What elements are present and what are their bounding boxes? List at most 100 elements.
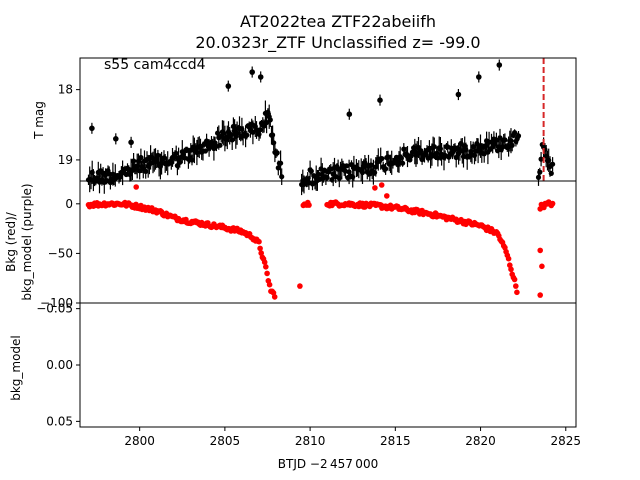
figure-title-line1: AT2022tea ZTF22abeiifh [240, 12, 436, 31]
data-point [217, 142, 223, 148]
data-point [538, 156, 544, 162]
outlier-point [128, 139, 134, 146]
data-point [537, 169, 543, 175]
xtick-label: 2810 [295, 434, 326, 448]
xtick-label: 2820 [465, 434, 496, 448]
data-point [202, 148, 208, 154]
data-point [350, 174, 356, 180]
data-point [264, 270, 270, 277]
outlier-point [89, 125, 95, 132]
middle-ylabel-line: bkg_model (purple) [20, 183, 34, 300]
data-point [275, 165, 281, 171]
data-point [239, 126, 245, 132]
data-point [257, 245, 263, 252]
data-point [418, 148, 424, 154]
top-ytick-label: 18 [58, 83, 73, 97]
data-point [383, 166, 389, 172]
figure-title-line2: 20.0323r_ZTF Unclassified z= -99.0 [195, 33, 480, 53]
data-point [266, 281, 273, 288]
top-annotation: s55 cam4ccd4 [104, 57, 206, 73]
data-point [308, 168, 314, 174]
data-point [258, 250, 265, 256]
data-point [505, 255, 512, 262]
outlier-point [476, 74, 482, 80]
bottom-ytick-label: 0.05 [46, 414, 73, 428]
data-point [549, 200, 556, 207]
top-ylabel: T mag [32, 101, 46, 140]
background-panel: 0 −50 −100 [40, 180, 577, 310]
bottom-ytick-label: −0.05 [36, 302, 73, 316]
data-point [453, 154, 459, 161]
data-point [264, 119, 270, 126]
outlier-point [225, 83, 232, 89]
data-point [336, 175, 342, 181]
data-point [267, 117, 273, 123]
data-point [131, 158, 137, 164]
bkg-model-panel: −0.05 0.00 0.05 2800 2805 2810 2815 2820 2825 [36, 302, 581, 448]
data-point [508, 138, 514, 144]
data-point [278, 160, 284, 166]
data-point [509, 142, 515, 148]
data-point [138, 154, 144, 161]
data-point [372, 170, 378, 176]
middle-ytick-label: 0 [65, 197, 73, 211]
outlier-point [133, 184, 139, 190]
outlier-point [537, 292, 543, 298]
xtick-label: 2800 [124, 434, 155, 448]
data-point [306, 202, 312, 208]
data-point [257, 127, 263, 133]
data-point [482, 143, 488, 149]
data-point [502, 137, 508, 143]
data-point [398, 155, 404, 161]
data-point [348, 162, 355, 168]
outlier-point [384, 193, 390, 199]
data-point [513, 283, 519, 289]
data-point [434, 150, 440, 156]
data-point [437, 146, 443, 152]
middle-ytick-label: −50 [48, 246, 73, 260]
data-point [274, 150, 280, 156]
data-point [316, 171, 322, 177]
data-point [155, 152, 161, 158]
data-point [548, 170, 554, 176]
outlier-point [537, 247, 543, 254]
outlier-point [372, 185, 378, 191]
data-point [234, 130, 240, 136]
data-point [270, 132, 276, 138]
middle-plot-area [85, 182, 556, 300]
outlier-point [249, 69, 255, 75]
data-point [279, 174, 285, 180]
data-point [514, 289, 520, 296]
data-point [256, 131, 262, 137]
data-point [344, 163, 350, 169]
data-point [143, 168, 149, 174]
data-point [256, 238, 262, 245]
data-point [263, 264, 269, 270]
data-point [271, 294, 278, 300]
data-point [550, 161, 556, 167]
xtick-label: 2825 [550, 434, 581, 448]
middle-ylabel-line: Bkg (red)/ [4, 211, 18, 272]
xtick-label: 2815 [380, 434, 411, 448]
outlier-point [377, 97, 383, 103]
outlier-point [455, 91, 462, 98]
data-point [508, 266, 514, 273]
data-point [400, 160, 406, 166]
data-point [261, 259, 268, 266]
bottom-ylabel: bkg_model [9, 335, 23, 401]
data-point [515, 133, 522, 139]
data-point [271, 140, 277, 146]
data-point [89, 169, 95, 175]
data-point [244, 132, 250, 138]
data-point [173, 150, 179, 157]
outlier-point [257, 74, 264, 80]
outlier-point [378, 182, 385, 188]
bottom-panel-frame [79, 302, 577, 428]
x-axis-label: BTJD −2 457 000 [278, 457, 378, 471]
outlier-point [297, 283, 303, 289]
xtick-label: 2805 [210, 434, 241, 448]
outlier-point [539, 263, 545, 270]
top-ytick-label: 19 [58, 153, 73, 167]
